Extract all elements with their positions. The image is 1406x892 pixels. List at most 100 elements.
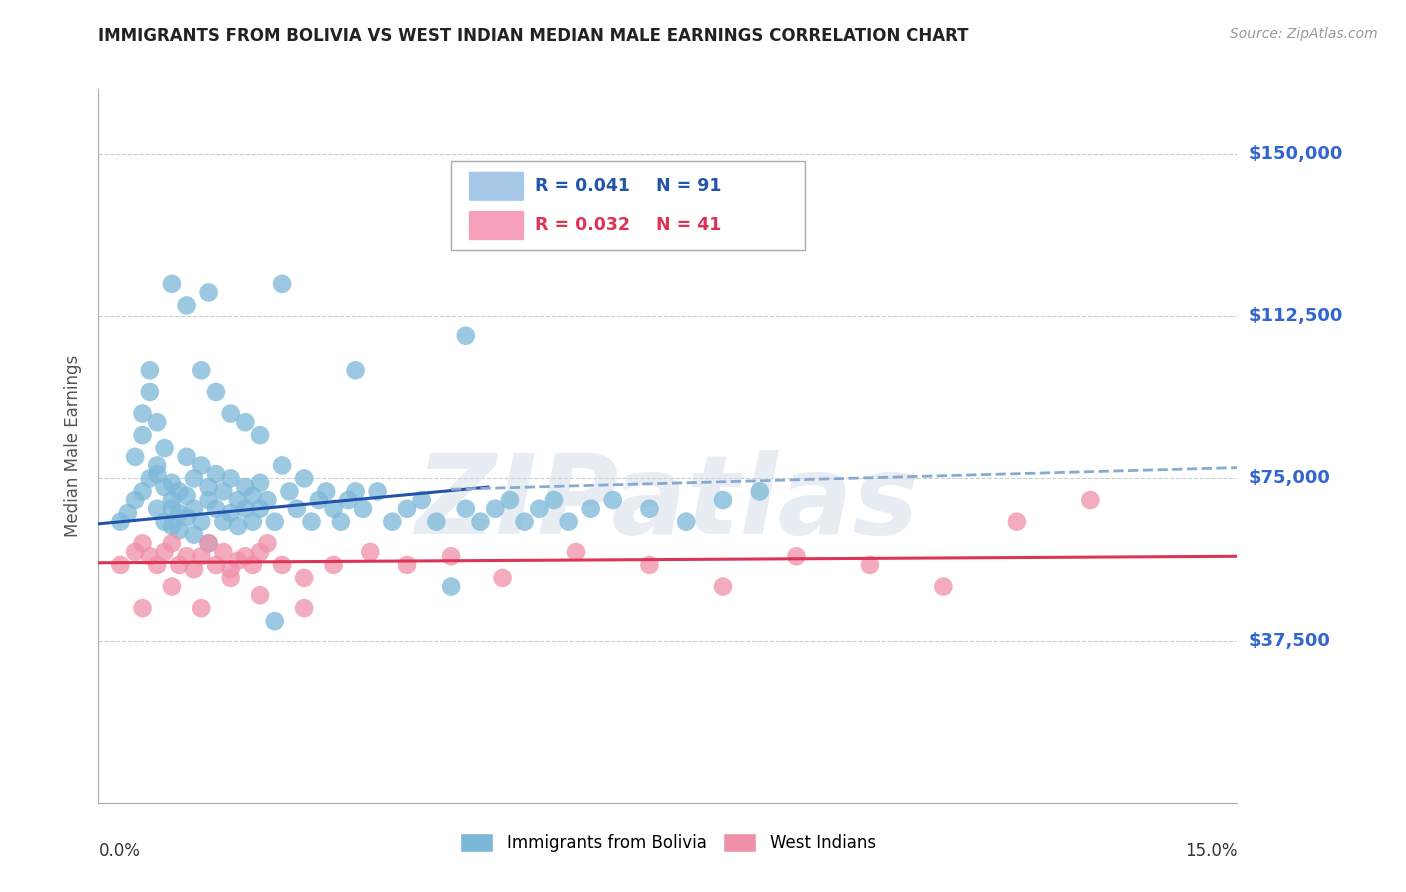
Point <box>131 601 153 615</box>
Point <box>212 515 235 529</box>
Point <box>160 519 183 533</box>
Point <box>675 515 697 529</box>
Point <box>411 493 433 508</box>
Point <box>235 501 257 516</box>
Point <box>160 475 183 490</box>
Point <box>278 484 301 499</box>
Point <box>176 489 198 503</box>
Point <box>440 549 463 564</box>
Point <box>124 450 146 464</box>
Text: ZIPatlas: ZIPatlas <box>416 450 920 557</box>
Point <box>557 515 579 529</box>
Point <box>205 558 228 572</box>
Point <box>454 501 477 516</box>
Point <box>167 524 190 538</box>
Point <box>139 384 162 399</box>
Point <box>292 601 315 615</box>
Point <box>256 493 278 508</box>
Point <box>513 515 536 529</box>
Point <box>131 536 153 550</box>
Point <box>344 363 367 377</box>
Point <box>190 601 212 615</box>
Point <box>183 562 205 576</box>
Point <box>167 558 190 572</box>
Point <box>249 475 271 490</box>
Point <box>367 484 389 499</box>
Point <box>271 458 294 473</box>
Point <box>197 536 219 550</box>
Point <box>205 467 228 482</box>
Point <box>190 363 212 377</box>
Text: $112,500: $112,500 <box>1249 307 1343 326</box>
Point <box>242 558 264 572</box>
Point <box>329 515 352 529</box>
Point <box>529 501 551 516</box>
Point <box>491 571 513 585</box>
Point <box>153 515 176 529</box>
FancyBboxPatch shape <box>468 211 524 241</box>
Point <box>226 553 249 567</box>
Point <box>110 558 132 572</box>
Point <box>153 480 176 494</box>
Point <box>139 363 162 377</box>
Point <box>124 493 146 508</box>
Point <box>292 571 315 585</box>
Point <box>160 536 183 550</box>
Point <box>139 549 162 564</box>
Point <box>711 493 734 508</box>
Point <box>160 277 183 291</box>
Point <box>235 480 257 494</box>
Point <box>110 515 132 529</box>
Point <box>711 580 734 594</box>
Point <box>226 493 249 508</box>
Point <box>381 515 404 529</box>
Text: Source: ZipAtlas.com: Source: ZipAtlas.com <box>1230 27 1378 41</box>
Point <box>153 545 176 559</box>
Point <box>167 484 190 499</box>
Point <box>1078 493 1101 508</box>
Point <box>183 527 205 541</box>
Point <box>131 407 153 421</box>
Point <box>249 428 271 442</box>
Point <box>249 501 271 516</box>
Point <box>249 545 271 559</box>
Legend: Immigrants from Bolivia, West Indians: Immigrants from Bolivia, West Indians <box>453 826 883 859</box>
Point <box>638 558 661 572</box>
Point <box>242 515 264 529</box>
Point <box>146 558 169 572</box>
Point <box>263 515 285 529</box>
Text: N = 41: N = 41 <box>657 216 721 234</box>
Y-axis label: Median Male Earnings: Median Male Earnings <box>65 355 83 537</box>
Point <box>499 493 522 508</box>
Point <box>292 471 315 485</box>
Point <box>176 549 198 564</box>
Point <box>285 501 308 516</box>
Point <box>160 501 183 516</box>
Point <box>301 515 323 529</box>
Point <box>183 501 205 516</box>
Point <box>322 558 344 572</box>
Point <box>219 506 242 520</box>
Point <box>167 506 190 520</box>
Point <box>205 501 228 516</box>
Point <box>263 614 285 628</box>
Point <box>785 549 807 564</box>
Point <box>249 588 271 602</box>
Point <box>235 549 257 564</box>
Text: IMMIGRANTS FROM BOLIVIA VS WEST INDIAN MEDIAN MALE EARNINGS CORRELATION CHART: IMMIGRANTS FROM BOLIVIA VS WEST INDIAN M… <box>98 27 969 45</box>
Point <box>139 471 162 485</box>
Point <box>176 298 198 312</box>
Point <box>197 493 219 508</box>
Point <box>256 536 278 550</box>
Point <box>219 562 242 576</box>
Point <box>124 545 146 559</box>
Point <box>638 501 661 516</box>
Point <box>425 515 447 529</box>
Point <box>454 328 477 343</box>
Point <box>219 407 242 421</box>
Text: 0.0%: 0.0% <box>98 842 141 860</box>
Point <box>440 580 463 594</box>
Text: R = 0.041: R = 0.041 <box>534 177 630 194</box>
Point <box>337 493 360 508</box>
Text: $75,000: $75,000 <box>1249 469 1330 487</box>
